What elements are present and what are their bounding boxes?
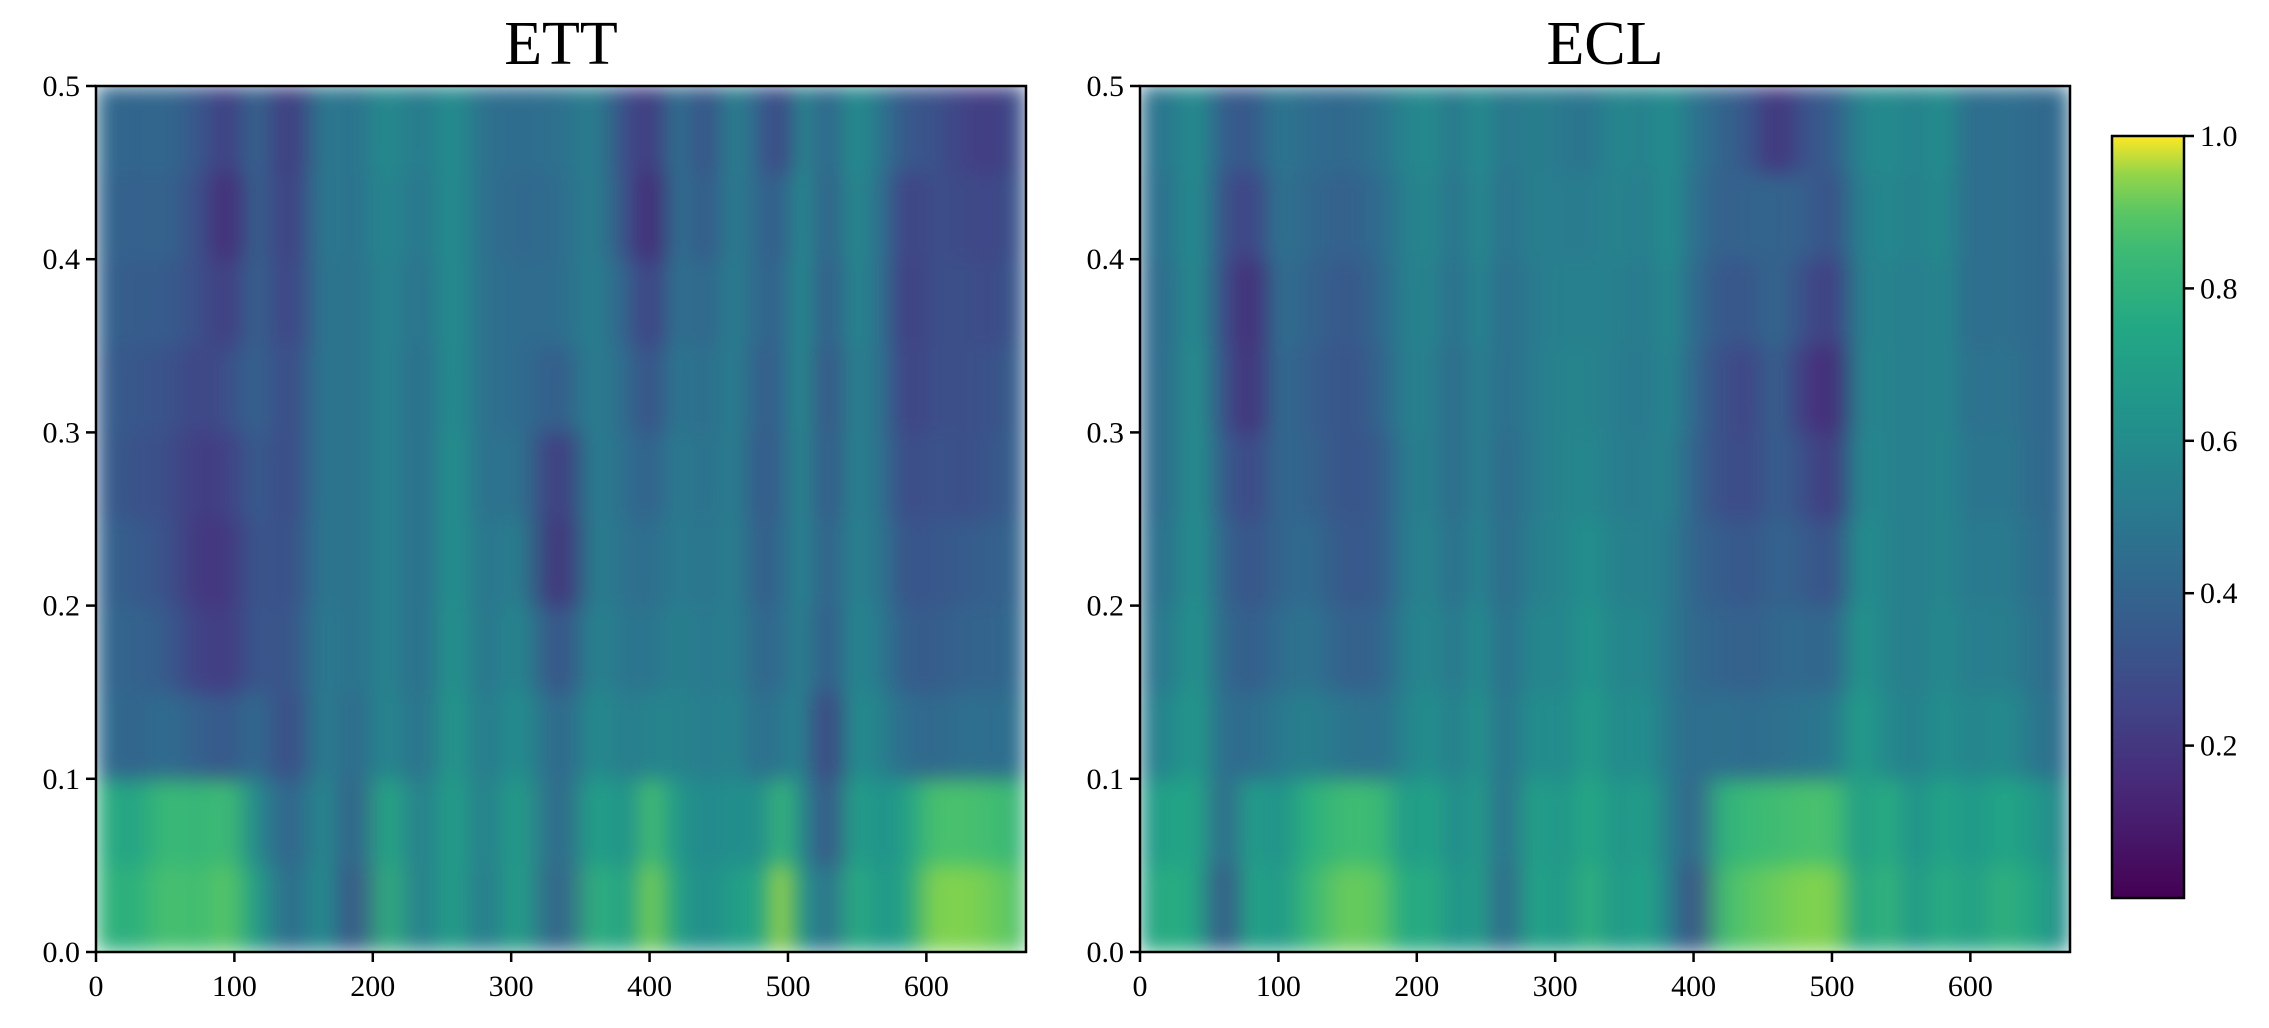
- heatmap-band: [1140, 86, 2070, 174]
- heatmap-band: [96, 605, 1026, 693]
- heatmap-band: [96, 172, 1026, 260]
- y-tick-label: 0.2: [1087, 590, 1125, 623]
- x-tick-label: 100: [1256, 970, 1301, 1003]
- ecl-y-axis: 0.0 0.1 0.2 0.3 0.4 0.5: [1087, 70, 1140, 969]
- heatmap-band: [1140, 518, 2070, 607]
- x-tick-label: 300: [1533, 970, 1578, 1003]
- heatmap-band: [96, 518, 1026, 607]
- heatmap-band: [1140, 172, 2070, 260]
- colorbar-tick-label: 1.0: [2200, 120, 2238, 153]
- ecl-heatmap-cells: [1140, 86, 2070, 952]
- x-tick-label: 600: [1948, 970, 1993, 1003]
- ecl-title: ECL: [1546, 10, 1663, 78]
- heatmap-band: [96, 86, 1026, 174]
- colorbar-ticks: 0.2 0.4 0.6 0.8 1.0: [2184, 120, 2238, 763]
- heatmap-band: [1140, 864, 2070, 952]
- y-tick-label: 0.1: [43, 763, 81, 796]
- y-tick-label: 0.4: [43, 243, 81, 276]
- x-tick-label: 400: [627, 970, 672, 1003]
- ecl-plot-frame: [1138, 84, 2072, 954]
- heatmap-band: [1140, 778, 2070, 866]
- y-tick-label: 0.4: [1087, 243, 1125, 276]
- heatmap-band: [1140, 431, 2070, 520]
- heatmap-band: [1140, 691, 2070, 780]
- x-tick-label: 200: [1394, 970, 1439, 1003]
- colorbar-frame: [2110, 134, 2186, 900]
- ecl-panel: ECL 0 100 200 300 400 500 600 0.00.10.20.30.40…: [1087, 10, 2072, 1003]
- ett-heatmap-cells: [96, 86, 1026, 952]
- x-tick-label: 200: [350, 970, 395, 1003]
- ett-title: ETT: [504, 10, 618, 78]
- heatmap-band: [1140, 345, 2070, 433]
- x-tick-label: 400: [1671, 970, 1716, 1003]
- x-tick-label: 500: [765, 970, 810, 1003]
- x-tick-label: 300: [489, 970, 534, 1003]
- heatmap-band: [96, 258, 1026, 347]
- ett-panel: ETT 0 100 200 300 400 500 600 0.00.10.20.30.40…: [43, 10, 1028, 1003]
- heatmap-band: [96, 431, 1026, 520]
- heatmap-band: [96, 345, 1026, 433]
- y-tick-label: 0.5: [1087, 70, 1125, 103]
- colorbar-gradient: [2112, 136, 2184, 898]
- x-tick-label: 0: [1133, 970, 1148, 1003]
- x-tick-label: 600: [904, 970, 949, 1003]
- y-tick-label: 0.0: [1087, 936, 1125, 969]
- ett-y-axis: 0.0 0.1 0.2 0.3 0.4 0.5: [43, 70, 96, 969]
- heatmap-band: [1140, 258, 2070, 347]
- y-tick-label: 0.1: [1087, 763, 1125, 796]
- colorbar: 0.2 0.4 0.6 0.8 1.0: [2110, 120, 2238, 900]
- colorbar-tick-label: 0.2: [2200, 730, 2238, 763]
- heatmap-band: [96, 691, 1026, 780]
- x-tick-label: 500: [1809, 970, 1854, 1003]
- y-tick-label: 0.3: [1087, 416, 1125, 449]
- x-tick-label: 0: [89, 970, 104, 1003]
- colorbar-tick-label: 0.8: [2200, 272, 2238, 305]
- ecl-x-axis: 0 100 200 300 400 500 600: [1133, 952, 1993, 1003]
- y-tick-label: 0.0: [43, 936, 81, 969]
- ett-plot-frame: [94, 84, 1028, 954]
- heatmap-band: [96, 864, 1026, 952]
- x-tick-label: 100: [212, 970, 257, 1003]
- heatmap-band: [96, 778, 1026, 866]
- y-tick-label: 0.3: [43, 416, 81, 449]
- heatmap-band: [1140, 605, 2070, 693]
- y-tick-label: 0.2: [43, 590, 81, 623]
- colorbar-tick-label: 0.4: [2200, 577, 2238, 610]
- ett-x-axis: 0 100 200 300 400 500 600: [89, 952, 949, 1003]
- colorbar-tick-label: 0.6: [2200, 425, 2238, 458]
- y-tick-label: 0.5: [43, 70, 81, 103]
